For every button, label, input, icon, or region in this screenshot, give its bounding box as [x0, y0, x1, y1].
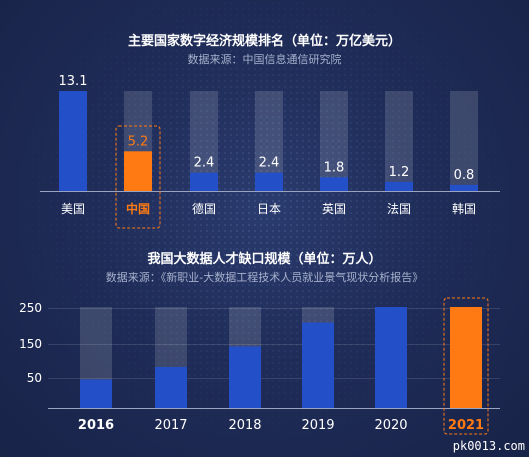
chart1-data-label: 13.1 [59, 74, 88, 89]
chart1-title: 主要国家数字经济规模排名（单位：万亿美元） [127, 34, 401, 49]
chart2-bar [450, 307, 482, 408]
chart1-bar-track [385, 91, 413, 191]
chart1-bar [124, 151, 152, 191]
watermark: pk0013.com [452, 439, 525, 453]
chart2-bar [375, 307, 407, 408]
chart2-y-tick-label: 250 [19, 301, 42, 315]
chart2-category-label: 2016 [78, 418, 114, 433]
chart1-bar [450, 184, 478, 191]
chart1-data-label: 2.4 [259, 156, 280, 171]
chart1-source: 数据来源：中国信息通信研究院 [187, 53, 342, 66]
chart1-data-label: 5.2 [128, 134, 149, 149]
chart2-bar [302, 322, 334, 408]
chart1-bar [190, 172, 218, 191]
chart2-highlight-frame [443, 297, 489, 435]
chart1-bar-track [450, 91, 478, 191]
chart1-bar-chart: 13.1 美国 5.2 中国 2.4 德国 2.4 日本 1.8 英国 1.2 法国 0.8 韩国 [40, 74, 500, 229]
chart2-category-label: 2018 [228, 418, 261, 433]
chart1-data-label: 2.4 [194, 156, 215, 171]
chart1-category-label: 德国 [192, 201, 216, 216]
chart2-bar [229, 346, 261, 408]
chart1-category-label: 中国 [126, 201, 150, 216]
chart2-bar [80, 379, 112, 408]
chart1-bar [255, 172, 283, 191]
chart2-category-label: 2019 [301, 418, 334, 433]
chart1-category-label: 英国 [322, 202, 346, 216]
chart1-bar-track [320, 91, 348, 191]
chart2-category-label: 2021 [448, 418, 484, 433]
chart2-y-tick-label: 150 [19, 337, 42, 351]
chart2-y-tick-label: 50 [27, 371, 42, 385]
chart2-source: 数据来源：《新职业-大数据工程技术人员就业景气现状分析报告》 [105, 271, 424, 284]
chart1-category-label: 日本 [257, 202, 281, 216]
chart1-data-label: 1.2 [389, 165, 410, 180]
chart1-data-label: 0.8 [454, 168, 475, 183]
chart1-bar [385, 181, 413, 191]
chart2-category-label: 2020 [374, 418, 407, 433]
chart2-category-label: 2017 [154, 418, 187, 433]
chart1-category-label: 法国 [387, 202, 411, 216]
chart1-bar [320, 177, 348, 191]
chart2-bar [155, 366, 187, 408]
chart1-bar [59, 91, 87, 191]
chart1-category-label: 韩国 [452, 201, 476, 216]
chart1-category-label: 美国 [61, 202, 85, 216]
chart1-data-label: 1.8 [324, 160, 345, 175]
chart2-title: 我国大数据人才缺口规模（单位：万人） [147, 252, 382, 267]
chart1-highlight-frame [115, 125, 161, 229]
